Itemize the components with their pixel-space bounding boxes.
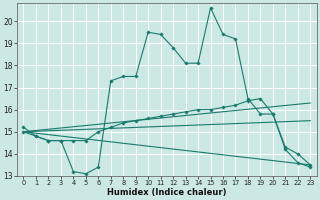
X-axis label: Humidex (Indice chaleur): Humidex (Indice chaleur) [107,188,227,197]
